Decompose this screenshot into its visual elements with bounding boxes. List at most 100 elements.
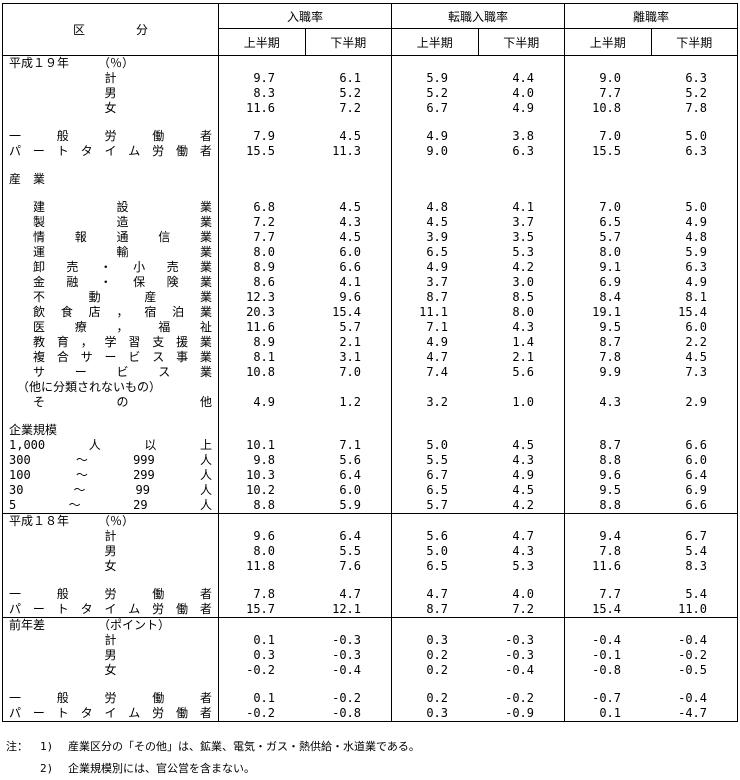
- cell-value: 6.8: [253, 200, 275, 214]
- cell-value: [219, 172, 306, 187]
- row-label: 情報通信業: [2, 230, 219, 245]
- table-body: 平成１９年 （％）計 9.7 6.1 5.9 4.4 9.0 6.3 男 8.3 5.2 5.2 4.0…: [2, 55, 738, 722]
- spacer-row: [2, 574, 738, 587]
- cell-value: [564, 513, 651, 529]
- row-label: 平成１９年 （％）: [2, 55, 219, 71]
- cell-value: -0.1: [592, 648, 621, 662]
- cell-value: 10.8: [246, 365, 275, 379]
- cell-value: 5.0: [685, 200, 707, 214]
- table-row: 飲食店，宿泊業 20.3 15.4 11.1 8.0 19.1 15.4: [2, 305, 738, 320]
- cell-value: 4.9: [253, 395, 275, 409]
- cell-value: [218, 617, 305, 633]
- cell-value: 11.8: [246, 559, 275, 573]
- row-label: [2, 410, 219, 423]
- header-row-groups: 区分 入職率 転職入職率 離職率: [2, 3, 738, 56]
- cell-value: -0.2: [678, 648, 707, 662]
- cell-value: [478, 172, 565, 187]
- table-row: 女 11.8 7.6 6.5 5.3 11.6 8.3: [2, 559, 738, 574]
- subheader-second-half: 下半期: [478, 28, 565, 56]
- row-label: 1,000 人以上: [2, 438, 219, 453]
- cell-value: 19.1: [592, 305, 621, 319]
- cell-value: 0.1: [253, 633, 275, 647]
- table-row: 男 8.0 5.5 5.0 4.3 7.8 5.4: [2, 544, 738, 559]
- row-label: 製造業: [2, 215, 219, 230]
- cell-value: -0.8: [592, 663, 621, 677]
- cell-value: 7.9: [253, 129, 275, 143]
- cell-value: 6.4: [685, 468, 707, 482]
- cell-value: 9.4: [599, 529, 621, 543]
- cell-value: -0.4: [478, 663, 565, 678]
- cell-value: 8.0: [478, 305, 565, 320]
- cell-value: 4.8: [426, 200, 448, 214]
- cell-value: [305, 678, 392, 691]
- cell-value: 7.4: [426, 365, 448, 379]
- cell-value: 6.6: [305, 260, 392, 275]
- cell-value: [392, 410, 479, 423]
- cell-value: 8.8: [599, 498, 621, 512]
- cell-value: 4.9: [426, 129, 448, 143]
- table-row: 男 0.3 -0.3 0.2 -0.3 -0.1 -0.2: [2, 648, 738, 663]
- cell-value: [305, 423, 392, 438]
- cell-value: [392, 187, 479, 200]
- row-label: [2, 678, 219, 691]
- row-label: サービス業（他に分類されないもの）: [2, 365, 219, 395]
- cell-value: 3.5: [478, 230, 565, 245]
- cell-value: 7.8: [685, 101, 707, 115]
- cell-value: 9.0: [599, 71, 621, 85]
- cell-value: [305, 574, 392, 587]
- spacer-row: [2, 116, 738, 129]
- subheader-first-half: 上半期: [564, 28, 652, 56]
- cell-value: 4.5: [305, 129, 392, 144]
- row-label: [2, 574, 219, 587]
- table-row: 教育，学習支援業 8.9 2.1 4.9 1.4 8.7 2.2: [2, 335, 738, 350]
- cell-value: [564, 617, 651, 633]
- cell-value: 7.8: [599, 544, 621, 558]
- cell-value: 0.2: [426, 648, 448, 662]
- table-row: 運輸業 8.0 6.0 6.5 5.3 8.0 5.9: [2, 245, 738, 260]
- cell-value: 3.8: [478, 129, 565, 144]
- cell-value: 15.4: [305, 305, 392, 320]
- cell-value: [651, 187, 738, 200]
- cell-value: [392, 159, 479, 172]
- cell-value: 9.6: [253, 529, 275, 543]
- cell-value: 7.7: [253, 230, 275, 244]
- cell-value: 4.1: [478, 200, 565, 215]
- cell-value: [305, 187, 392, 200]
- cell-value: [651, 116, 738, 129]
- cell-value: -0.3: [305, 633, 392, 648]
- section-row: 産 業: [2, 172, 738, 187]
- cell-value: -0.2: [246, 663, 275, 677]
- cell-value: 10.8: [592, 101, 621, 115]
- cell-value: 5.6: [305, 453, 392, 468]
- table-row: 一般労働者 0.1 -0.2 0.2 -0.2 -0.7 -0.4: [2, 691, 738, 706]
- cell-value: 9.0: [426, 144, 448, 158]
- table-row: 複合サービス事業 8.1 3.1 4.7 2.1 7.8 4.5: [2, 350, 738, 365]
- cell-value: 8.9: [253, 335, 275, 349]
- cell-value: 6.5: [599, 215, 621, 229]
- table-row: パートタイム労働者 -0.2 -0.8 0.3 -0.9 0.1 -4.7: [2, 706, 738, 722]
- row-label: 一般労働者: [2, 691, 219, 706]
- table-row: 一般労働者 7.9 4.5 4.9 3.8 7.0 5.0: [2, 129, 738, 144]
- cell-value: 7.1: [426, 320, 448, 334]
- cell-value: 5.6: [478, 365, 565, 395]
- cell-value: [565, 159, 652, 172]
- cell-value: -4.7: [678, 706, 707, 720]
- cell-value: 8.7: [426, 602, 448, 616]
- cell-value: 15.7: [246, 602, 275, 616]
- cell-value: 8.5: [478, 290, 565, 305]
- table-row: 女 -0.2 -0.4 0.2 -0.4 -0.8 -0.5: [2, 663, 738, 678]
- cell-value: 4.3: [478, 320, 565, 335]
- cell-value: 6.5: [426, 483, 448, 497]
- cell-value: 3.2: [426, 395, 448, 409]
- cell-value: 4.4: [478, 71, 565, 86]
- cell-value: 4.3: [305, 215, 392, 230]
- cell-value: 4.9: [426, 335, 448, 349]
- cell-value: [219, 423, 306, 438]
- cell-value: 15.5: [592, 144, 621, 158]
- cell-value: 7.2: [478, 602, 565, 618]
- cell-value: -0.5: [678, 663, 707, 677]
- cell-value: 1.0: [478, 395, 565, 410]
- cell-value: [565, 423, 652, 438]
- row-label: 平成１８年 （％）: [2, 513, 219, 529]
- cell-value: 5.0: [426, 544, 448, 558]
